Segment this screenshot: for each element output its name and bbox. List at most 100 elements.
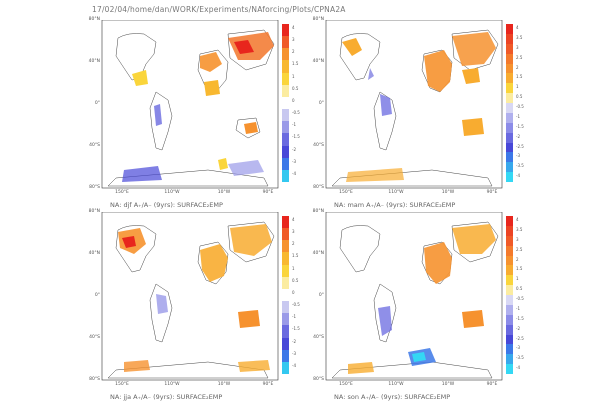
map-mam bbox=[325, 20, 503, 189]
colorbar-tick-label: 2.5 bbox=[516, 246, 523, 252]
colorbar-tick-label: -0.5 bbox=[516, 296, 524, 301]
colorbar-swatch bbox=[506, 83, 513, 94]
colorbar-tick-label: -1 bbox=[516, 113, 520, 119]
lon-label: 110°W bbox=[388, 190, 404, 195]
colorbar-tick-label: -1.5 bbox=[516, 123, 524, 129]
map-son bbox=[325, 212, 503, 381]
colorbar-tick-label: 2 bbox=[292, 241, 295, 247]
lat-label: 0° bbox=[318, 101, 324, 106]
colorbar-tick-label: -1.5 bbox=[292, 134, 300, 140]
colorbar-swatch bbox=[506, 152, 513, 163]
lat-label: 80°S bbox=[313, 377, 324, 382]
colorbar-swatch bbox=[282, 96, 289, 110]
colorbar-swatch bbox=[282, 109, 289, 122]
colorbar-swatch bbox=[282, 48, 289, 61]
colorbar-tick-label: 4 bbox=[292, 217, 295, 222]
colorbar-tick-label: 4 bbox=[292, 25, 295, 30]
colorbar-tick-label: -4 bbox=[292, 170, 296, 176]
panel-title: NA: son A₊/A₋ (9yrs): SURFACE₂EMP bbox=[334, 393, 451, 401]
lon-label: 90°E bbox=[262, 190, 274, 195]
colorbar-tick-label: 1.5 bbox=[292, 253, 299, 259]
colorbar-tick-label: -1.5 bbox=[516, 315, 524, 321]
colorbar-tick-label: -1.5 bbox=[292, 326, 300, 332]
colorbar-tick-label: -2 bbox=[292, 146, 296, 152]
colorbar-swatch bbox=[282, 264, 289, 278]
lon-label: 10°W bbox=[441, 382, 455, 387]
colorbar-swatch bbox=[506, 103, 513, 114]
colorbar-swatch bbox=[282, 349, 289, 363]
lat-label: 80°N bbox=[88, 209, 100, 214]
colorbar-tick-label: 3.5 bbox=[516, 226, 523, 232]
colorbar-swatch bbox=[506, 285, 513, 296]
colorbar-tick-label: 4 bbox=[516, 25, 519, 30]
panel-title: NA: mam A₊/A₋ (9yrs): SURFACE₂EMP bbox=[334, 201, 456, 209]
lon-label: 110°W bbox=[164, 190, 180, 195]
panel-title: NA: djf A₊/A₋ (9yrs): SURFACE₂EMP bbox=[110, 201, 223, 209]
colorbar-swatch bbox=[506, 53, 513, 64]
colorbar-tick-label: 0 bbox=[292, 97, 295, 103]
lon-label: 150°E bbox=[115, 190, 129, 195]
colorbar-swatch bbox=[506, 275, 513, 286]
lat-label: 0° bbox=[94, 101, 100, 106]
colorbar-swatch bbox=[506, 225, 513, 237]
lon-label: 150°E bbox=[339, 382, 353, 387]
colorbar-swatch bbox=[506, 304, 513, 316]
colorbar-swatch bbox=[506, 122, 513, 133]
colorbar-tick-label: -4 bbox=[516, 173, 520, 179]
colorbar-swatch bbox=[506, 172, 513, 183]
colorbar-tick-label: 1.5 bbox=[516, 74, 523, 80]
colorbar-tick-label: 1.5 bbox=[516, 266, 523, 272]
lon-label: 150°E bbox=[115, 382, 129, 387]
colorbar-swatch bbox=[282, 337, 289, 350]
map-djf bbox=[101, 20, 279, 189]
colorbar-tick-label: 2 bbox=[516, 64, 519, 70]
lat-label: 0° bbox=[94, 293, 100, 298]
lon-label: 150°E bbox=[339, 190, 353, 195]
colorbar-tick-label: 3 bbox=[516, 236, 519, 242]
colorbar-swatch bbox=[506, 334, 513, 345]
panel-mam: 80°N 40°N 0° 40°S 80°S 150°E 110°W 10°W … bbox=[312, 17, 588, 212]
colorbar-tick-label: 3 bbox=[292, 37, 295, 43]
colorbar-swatch bbox=[282, 325, 289, 338]
colorbar-tick-label: -2 bbox=[292, 338, 296, 344]
colorbar-tick-label: -0.5 bbox=[292, 110, 300, 116]
colorbar-tick-label: -2 bbox=[516, 133, 520, 139]
colorbar-tick-label: -4 bbox=[292, 362, 296, 368]
panel-djf: 80°N 40°N 0° 40°S 80°S 150°E 110°W 10°W … bbox=[88, 17, 364, 212]
colorbar-tick-label: 3.5 bbox=[516, 34, 523, 40]
page-header: 17/02/04/home/dan/WORK/Experiments/NAfor… bbox=[92, 5, 346, 14]
colorbar-tick-label: 0 bbox=[292, 289, 295, 295]
colorbar-tick-label: -3 bbox=[516, 153, 520, 159]
colorbar-swatch bbox=[506, 93, 513, 104]
lat-label: 40°N bbox=[88, 59, 100, 64]
colorbar-swatch bbox=[282, 121, 289, 134]
colorbar-tick-label: -0.5 bbox=[292, 302, 300, 308]
colorbar-tick-label: -3.5 bbox=[516, 355, 524, 361]
lat-label: 80°S bbox=[89, 185, 100, 190]
colorbar-swatch bbox=[506, 73, 513, 84]
lat-label: 40°S bbox=[313, 143, 324, 148]
colorbar-swatch bbox=[282, 157, 289, 171]
colorbar-tick-label: -1 bbox=[292, 314, 296, 320]
lon-label: 10°W bbox=[217, 382, 231, 387]
colorbar-swatch bbox=[282, 216, 289, 229]
colorbar-swatch bbox=[282, 313, 289, 326]
colorbar-swatch bbox=[282, 145, 289, 158]
colorbar-tick-label: -4 bbox=[516, 365, 520, 371]
colorbar-swatch bbox=[506, 24, 513, 35]
colorbar-tick-label: -2.5 bbox=[516, 335, 524, 341]
colorbar-swatch bbox=[506, 112, 513, 124]
lat-label: 40°S bbox=[89, 335, 100, 340]
colorbar-swatch bbox=[282, 60, 289, 73]
panel-son: 80°N 40°N 0° 40°S 80°S 150°E 110°W 10°W … bbox=[312, 209, 588, 404]
colorbar-tick-label: 0.5 bbox=[292, 85, 299, 91]
lon-label: 90°E bbox=[486, 382, 498, 387]
colorbar-swatch bbox=[282, 84, 289, 98]
lat-label: 40°N bbox=[88, 251, 100, 256]
colorbar-swatch bbox=[282, 301, 289, 314]
lat-label: 80°N bbox=[88, 17, 100, 22]
colorbar-tick-label: -3 bbox=[516, 345, 520, 351]
colorbar-tick-label: 3 bbox=[516, 44, 519, 50]
lat-label: 80°S bbox=[89, 377, 100, 382]
colorbar-swatch bbox=[506, 245, 513, 256]
